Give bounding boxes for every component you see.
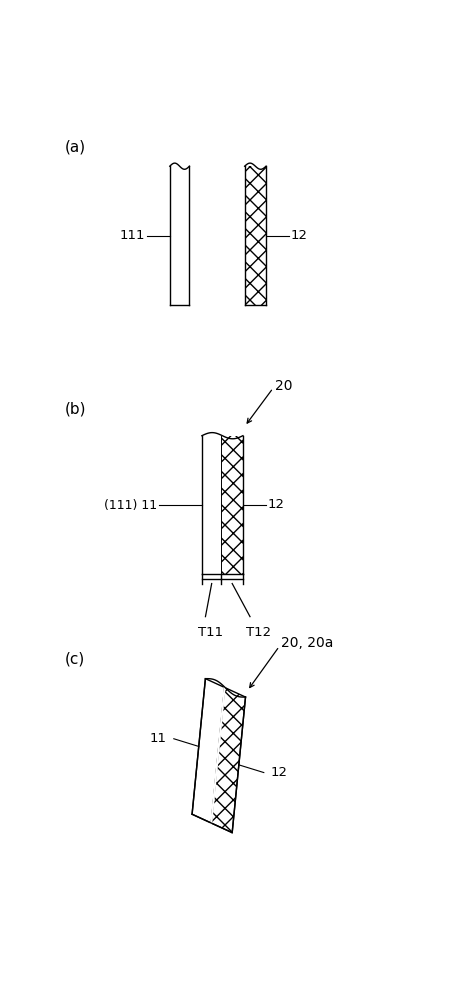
Text: 111: 111 (119, 229, 145, 242)
Bar (244, 166, 265, 305)
Text: (111) 11: (111) 11 (104, 498, 157, 512)
Text: (c): (c) (64, 651, 85, 666)
Text: T11: T11 (198, 626, 223, 639)
Bar (202, 436, 221, 574)
Text: 20: 20 (274, 379, 292, 393)
Polygon shape (211, 687, 245, 833)
Bar (169, 166, 189, 305)
Text: 11: 11 (149, 732, 166, 745)
Text: 12: 12 (267, 498, 284, 512)
Bar (221, 436, 242, 574)
Polygon shape (192, 679, 224, 823)
Bar (244, 166, 265, 305)
Text: T12: T12 (246, 626, 271, 639)
Text: 12: 12 (270, 766, 287, 779)
Bar (221, 436, 242, 574)
Text: 20, 20a: 20, 20a (280, 636, 333, 650)
Text: 12: 12 (291, 229, 308, 242)
Text: (a): (a) (64, 139, 85, 154)
Text: (b): (b) (64, 401, 86, 416)
